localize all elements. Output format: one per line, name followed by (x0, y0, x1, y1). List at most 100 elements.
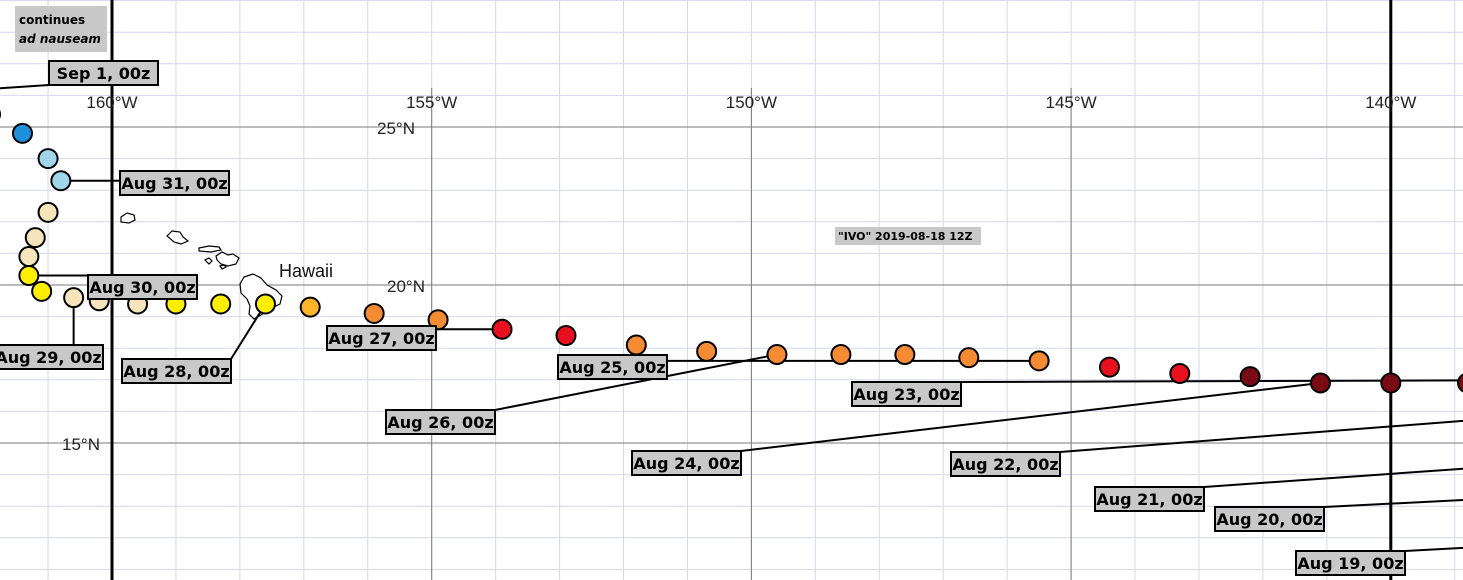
track-point (31, 280, 53, 302)
date-label-text: Aug 26, 00z (387, 413, 493, 432)
date-label-text: Sep 1, 00z (57, 64, 151, 83)
date-label-box (48, 60, 159, 86)
lanai-kahoolawe-island (203, 257, 228, 270)
date-label-text: Aug 30, 00z (89, 278, 195, 297)
date-label: Sep 1, 00z (48, 60, 159, 86)
label-leader (1059, 419, 1463, 453)
track-point (958, 347, 980, 369)
date-label-text: Aug 29, 00z (0, 348, 102, 367)
maui-island (215, 251, 240, 267)
longitude-label: 145°W (1045, 93, 1096, 112)
track-point (625, 334, 647, 356)
date-label-text: Aug 31, 00z (121, 174, 227, 193)
track-point (37, 148, 59, 170)
date-label-text: Aug 23, 00z (853, 385, 959, 404)
longitude-label: 150°W (726, 93, 777, 112)
track-point (830, 344, 852, 366)
track-point (491, 318, 513, 340)
label-leader-lines (0, 84, 1463, 552)
track-point (37, 201, 59, 223)
molokai-island (198, 245, 222, 253)
axis-labels: 160°W155°W150°W145°W140°W135°W130°W125°W… (62, 93, 1416, 454)
track-point (11, 122, 33, 144)
label-leader (960, 379, 1463, 383)
track-point (1309, 372, 1331, 394)
longitude-label: 160°W (86, 93, 137, 112)
date-label-box (87, 274, 198, 300)
date-label-text: Aug 21, 00z (1096, 490, 1202, 509)
storm-track-points (0, 109, 1463, 394)
latitude-label: 20°N (387, 277, 425, 296)
date-label-text: Aug 27, 00z (328, 329, 434, 348)
track-point (299, 296, 321, 318)
label-leader (230, 303, 267, 360)
track-point (1169, 362, 1191, 384)
track-point (50, 170, 72, 192)
date-label-box (631, 450, 742, 476)
track-point (1457, 373, 1463, 393)
date-label-box (119, 170, 230, 196)
date-label-box (1214, 506, 1325, 532)
label-leader (740, 381, 1321, 452)
track-point (1380, 372, 1402, 394)
date-label-text: Aug 24, 00z (633, 454, 739, 473)
date-label-box (1094, 486, 1205, 512)
storm-title: "IVO" 2019-08-18 12Z (838, 230, 973, 243)
date-label: Aug 31, 00z (119, 170, 230, 196)
track-point (18, 265, 40, 287)
track-point (1028, 350, 1050, 372)
label-leader (0, 84, 50, 90)
label-leader (1203, 467, 1463, 488)
date-label: Aug 20, 00z (1214, 506, 1325, 532)
track-point (555, 325, 577, 347)
date-label: Aug 21, 00z (1094, 486, 1205, 512)
date-label: Aug 19, 00z (1295, 550, 1406, 576)
date-labels: Sep 1, 00z Aug 31, 00z Aug 30, 00z Aug 29, … (0, 60, 1406, 576)
track-point (1098, 356, 1120, 378)
note-box: continues ad nauseam (15, 6, 107, 52)
longitude-label: 155°W (406, 93, 457, 112)
date-label: Aug 28, 00z (121, 358, 232, 384)
note-background (15, 6, 107, 52)
date-label-box (950, 451, 1061, 477)
date-label-box (121, 358, 232, 384)
oahu-island (166, 230, 190, 245)
track-point (18, 246, 40, 268)
date-label-box (326, 325, 437, 351)
date-label: Aug 26, 00z (385, 409, 496, 435)
track-point (427, 309, 449, 331)
date-label-box (851, 381, 962, 407)
date-label: Aug 27, 00z (326, 325, 437, 351)
date-label: Aug 24, 00z (631, 450, 742, 476)
date-label-text: Aug 20, 00z (1216, 510, 1322, 529)
niihau-kauai-island (120, 212, 136, 224)
latitude-label: 25°N (377, 119, 415, 138)
note-line-2: ad nauseam (19, 32, 101, 46)
latitude-label: 15°N (62, 435, 100, 454)
storm-title-box: "IVO" 2019-08-18 12Z (835, 227, 981, 245)
date-label-text: Aug 22, 00z (952, 455, 1058, 474)
date-label: Aug 29, 00z (0, 344, 104, 370)
date-label-box (557, 354, 668, 380)
track-point (24, 227, 46, 249)
date-label: Aug 30, 00z (87, 274, 198, 300)
label-leader (494, 353, 778, 411)
date-label-text: Aug 28, 00z (123, 362, 229, 381)
title-background (835, 227, 981, 245)
date-label-box (0, 344, 104, 370)
track-point (696, 340, 718, 362)
track-point (1239, 366, 1261, 388)
track-point (210, 293, 232, 315)
track-point (254, 293, 276, 315)
place-label-hawaii: Hawaii (279, 261, 333, 281)
track-point (363, 302, 385, 324)
date-label: Aug 25, 00z (557, 354, 668, 380)
longitude-label: 140°W (1365, 93, 1416, 112)
date-label-text: Aug 19, 00z (1297, 554, 1403, 573)
date-label-box (1295, 550, 1406, 576)
date-label-box (385, 409, 496, 435)
date-label-text: Aug 25, 00z (559, 358, 665, 377)
track-point (63, 287, 85, 309)
